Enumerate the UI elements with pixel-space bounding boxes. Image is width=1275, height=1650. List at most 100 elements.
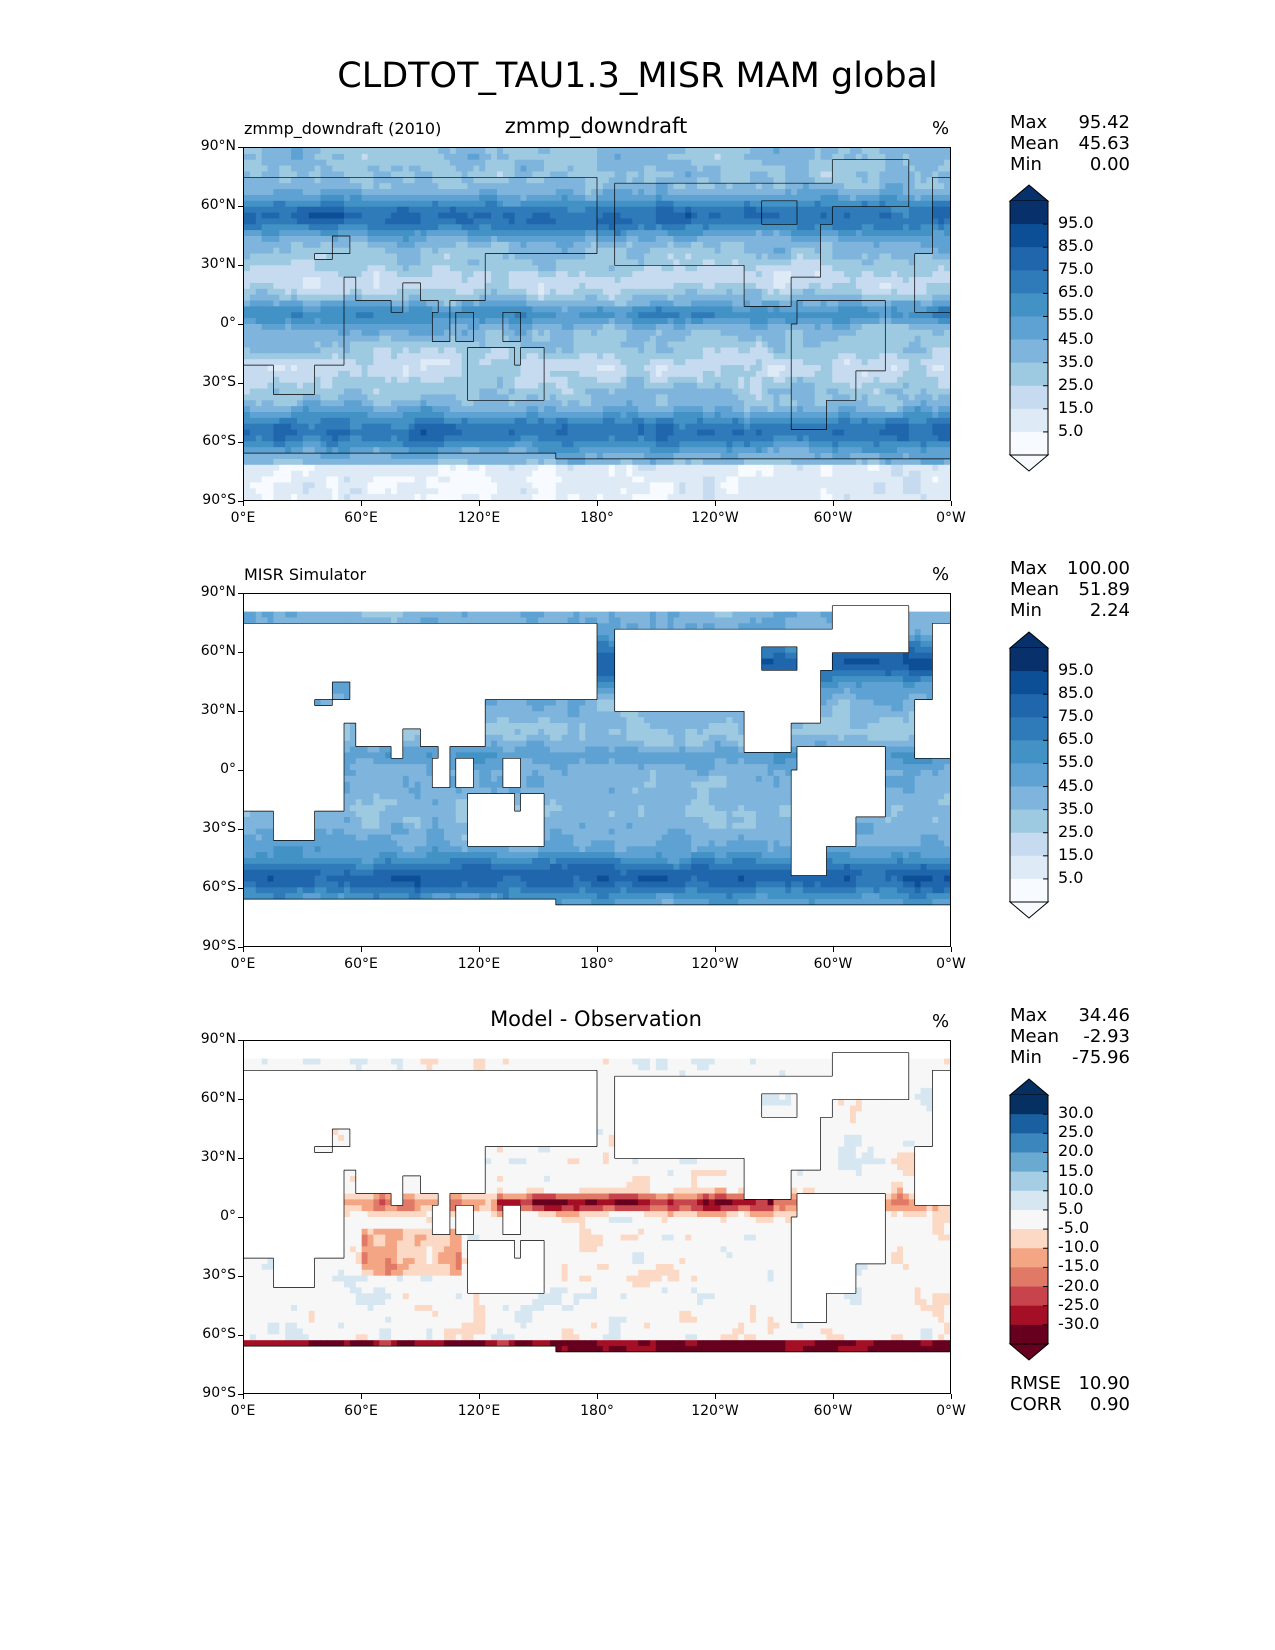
colorbar-label: -5.0	[1058, 1218, 1089, 1237]
stat-max-label: Max	[1010, 112, 1047, 133]
lon-tick-label: 60°E	[321, 510, 401, 526]
map-plot	[244, 148, 950, 500]
lat-tick	[238, 1276, 243, 1277]
colorbar-label: -30.0	[1058, 1314, 1099, 1333]
colorbar-bin	[1010, 1190, 1048, 1211]
coastline-path	[244, 1052, 950, 1353]
stat-mean-label: Mean	[1010, 1026, 1059, 1047]
colorbar-label: -15.0	[1058, 1256, 1099, 1275]
colorbar-bin	[1010, 293, 1048, 317]
lon-tick	[597, 947, 598, 952]
colorbar-bin	[1010, 740, 1048, 764]
lon-tick	[597, 1394, 598, 1399]
lon-tick-label: 180°	[557, 1403, 637, 1419]
colorbar-bin	[1010, 1171, 1048, 1192]
lat-tick-label: 90°S	[176, 938, 236, 954]
colorbar-bin	[1010, 339, 1048, 364]
lon-tick-label: 120°E	[439, 1403, 519, 1419]
units-label: %	[932, 1011, 949, 1032]
lat-tick-label: 60°S	[176, 1326, 236, 1342]
colorbar-label: 20.0	[1058, 1141, 1094, 1160]
lon-tick-label: 60°E	[321, 1403, 401, 1419]
lon-tick-label: 0°E	[203, 510, 283, 526]
lon-tick	[597, 501, 598, 506]
colorbar-bin	[1010, 694, 1048, 718]
lon-tick	[479, 947, 480, 952]
panel-left-title: MISR Simulator	[244, 565, 366, 584]
colorbar-label: -25.0	[1058, 1295, 1099, 1314]
colorbar-outline	[1009, 648, 1049, 902]
colorbar	[1008, 1078, 1050, 1361]
colorbar-bin	[1010, 855, 1048, 880]
lon-tick-label: 60°W	[793, 510, 873, 526]
stat-mean-value: 51.89	[1020, 579, 1130, 600]
stat-min-value: -75.96	[1020, 1047, 1130, 1068]
colorbar-bin	[1010, 878, 1048, 903]
lon-tick-label: 120°W	[675, 1403, 755, 1419]
map-frame[interactable]	[243, 147, 951, 501]
units-label: %	[932, 118, 949, 139]
lon-tick-label: 120°E	[439, 956, 519, 972]
lon-tick	[361, 947, 362, 952]
colorbar-outline	[1009, 1095, 1049, 1344]
map-plot	[244, 594, 950, 946]
colorbar-label: 45.0	[1058, 329, 1094, 348]
lat-tick-label: 60°S	[176, 433, 236, 449]
lon-tick	[951, 947, 952, 952]
stat-max-label: Max	[1010, 1005, 1047, 1026]
coastlines	[244, 1052, 950, 1353]
colorbar-bin	[1010, 201, 1048, 225]
lat-tick	[238, 1394, 243, 1395]
lat-tick-label: 90°S	[176, 492, 236, 508]
field-cells	[244, 594, 950, 946]
lat-tick-label: 90°N	[176, 138, 236, 154]
lon-tick	[715, 1394, 716, 1399]
lon-tick-label: 60°E	[321, 956, 401, 972]
lon-tick	[715, 947, 716, 952]
colorbar-bin	[1010, 648, 1048, 672]
stat-max-value: 100.00	[1020, 558, 1130, 579]
colorbar-bin	[1010, 717, 1048, 741]
colorbar-label: 35.0	[1058, 799, 1094, 818]
figure-title: CLDTOT_TAU1.3_MISR MAM global	[0, 56, 1275, 96]
lat-tick-label: 60°S	[176, 879, 236, 895]
colorbar-extend-min	[1008, 454, 1050, 472]
colorbar-extend-max	[1008, 184, 1050, 202]
lon-tick-label: 120°W	[675, 956, 755, 972]
panel-center-title: zmmp_downdraft	[436, 114, 756, 138]
map-frame[interactable]	[243, 593, 951, 947]
lat-tick	[238, 1099, 243, 1100]
lat-tick	[238, 888, 243, 889]
lon-tick	[361, 1394, 362, 1399]
colorbar-bin	[1010, 1229, 1048, 1249]
lon-tick-label: 0°W	[911, 956, 991, 972]
lat-tick	[238, 442, 243, 443]
corr-label: CORR	[1010, 1394, 1062, 1415]
lon-tick-label: 120°E	[439, 510, 519, 526]
lon-tick-label: 60°W	[793, 956, 873, 972]
lon-tick-label: 180°	[557, 956, 637, 972]
colorbar-label: -20.0	[1058, 1276, 1099, 1295]
lat-tick-label: 30°S	[176, 374, 236, 390]
lat-tick	[238, 1217, 243, 1218]
colorbar-label: 15.0	[1058, 1161, 1094, 1180]
colorbar-label: 35.0	[1058, 352, 1094, 371]
colorbar-label: 75.0	[1058, 706, 1094, 725]
coastline-path	[244, 605, 950, 906]
coastlines	[244, 159, 950, 460]
stat-mean-label: Mean	[1010, 579, 1059, 600]
colorbar-label: 5.0	[1058, 868, 1083, 887]
stat-max-label: Max	[1010, 558, 1047, 579]
lat-tick-label: 0°	[176, 761, 236, 777]
colorbar-bin	[1010, 362, 1048, 387]
colorbar-label: 5.0	[1058, 1199, 1083, 1218]
stat-max-value: 34.46	[1020, 1005, 1130, 1026]
lat-tick	[238, 1335, 243, 1336]
map-frame[interactable]	[243, 1040, 951, 1394]
lat-tick-label: 90°N	[176, 1031, 236, 1047]
colorbar	[1008, 631, 1050, 919]
lat-tick	[238, 829, 243, 830]
coastline-path	[244, 159, 950, 460]
lon-tick-label: 0°E	[203, 956, 283, 972]
colorbar-label: 65.0	[1058, 282, 1094, 301]
